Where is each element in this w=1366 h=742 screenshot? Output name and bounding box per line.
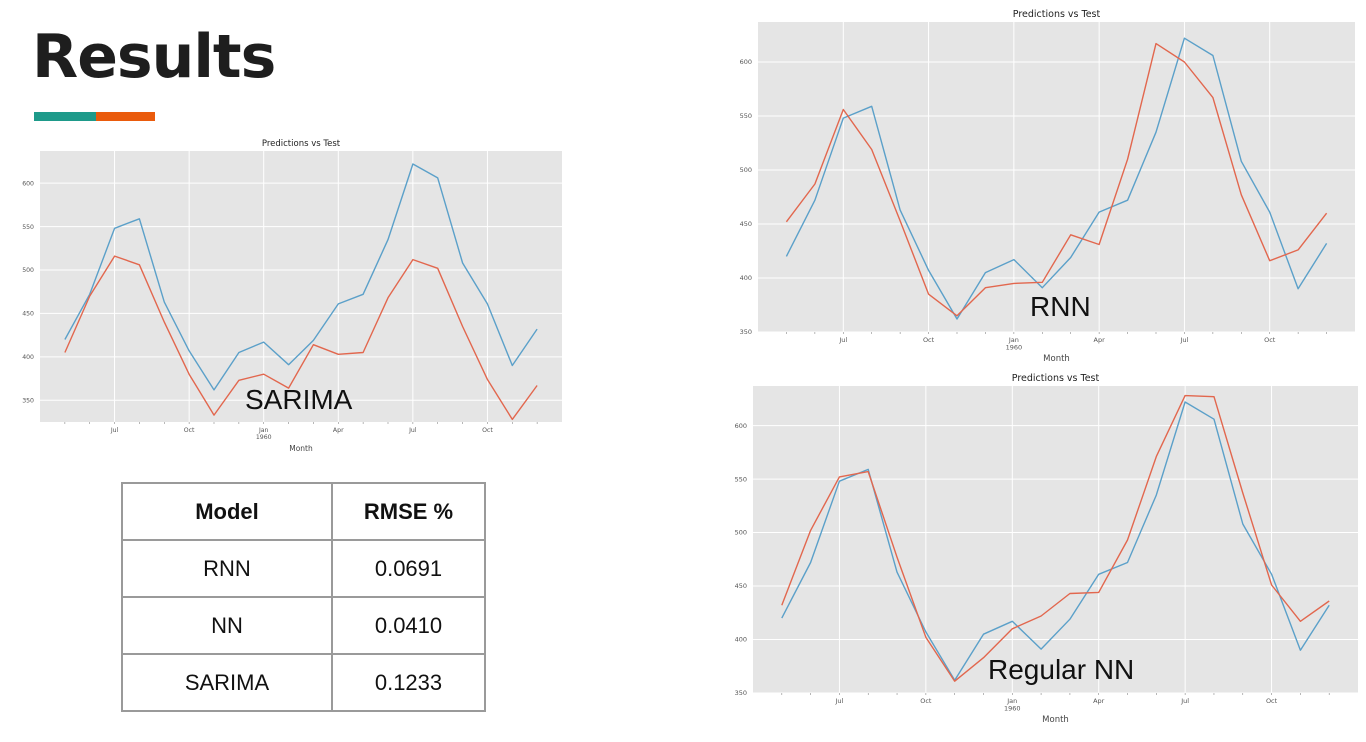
y-tick-label: 550: [740, 112, 752, 120]
nn-svg: 350 400 450 500 550 600 Jul Oct Jan 1960 Apr Jul Oct…: [735, 373, 1358, 725]
accent-bar-orange: [96, 112, 155, 121]
y-tick-label: 400: [735, 636, 747, 644]
x-tick-label: Oct: [184, 427, 195, 434]
y-tick-label: 550: [735, 475, 747, 483]
y-tick-label: 600: [22, 180, 34, 187]
x-tick-label: Apr: [1093, 697, 1105, 705]
chart-title: Predictions vs Test: [1013, 9, 1101, 20]
x-tick-label: Jan 1960: [1006, 336, 1023, 352]
x-axis-label: Month: [289, 444, 313, 453]
table-header-model: Model: [121, 482, 333, 541]
x-tick-label: Apr: [1094, 336, 1106, 344]
plot-area: [40, 151, 562, 422]
x-tick-label: Jul: [1180, 697, 1189, 705]
y-tick-label: 350: [740, 328, 752, 336]
y-tick-label: 450: [22, 311, 34, 318]
y-tick-label: 450: [735, 582, 747, 590]
y-tick-label: 500: [22, 267, 34, 274]
x-tick-label: Jul: [838, 336, 847, 344]
y-tick-label: 600: [740, 58, 752, 66]
sarima-chart: 350 400 450 500 550 600 Jul Oct Jan 1960 Apr Jul Oct…: [0, 134, 570, 454]
x-tick-label: Jul: [110, 427, 119, 434]
x-tick-label: Jul: [408, 427, 417, 434]
y-tick-label: 600: [735, 422, 747, 430]
series-line-predictions: [785, 42, 1328, 317]
x-tick-label: Apr: [333, 427, 344, 434]
rnn-chart: 350 400 450 500 550 600 Jul Oct Jan 1960 Apr Jul Oct…: [715, 4, 1366, 369]
x-tick-label: Oct: [923, 336, 935, 344]
y-tick-label: 350: [22, 397, 34, 404]
table-header-rmse: RMSE %: [331, 482, 486, 541]
sarima-overlay-label: SARIMA: [245, 384, 353, 415]
chart-title: Predictions vs Test: [262, 139, 341, 149]
x-axis-label: Month: [1042, 715, 1069, 725]
series-line-test: [64, 163, 538, 391]
table-cell-model: NN: [121, 596, 333, 655]
y-tick-label: 350: [735, 689, 747, 697]
x-tick-label: Oct: [920, 697, 932, 705]
x-tick-label: Oct: [482, 427, 493, 434]
chart-title: Predictions vs Test: [1012, 373, 1100, 384]
y-tick-label: 450: [740, 220, 752, 228]
y-tick-label: 400: [740, 274, 752, 282]
x-axis-label: Month: [1043, 354, 1070, 364]
table-cell-rmse: 0.0410: [331, 596, 486, 655]
nn-overlay-label: Regular NN: [988, 654, 1135, 685]
table-header-row: Model RMSE %: [121, 482, 486, 541]
x-tick-label: Jul: [1180, 336, 1189, 344]
x-tick-label: Jan 1960: [1004, 697, 1021, 713]
table-cell-model: SARIMA: [121, 653, 333, 712]
x-tick-label: Jan 1960: [256, 427, 272, 441]
nn-chart: 350 400 450 500 550 600 Jul Oct Jan 1960 Apr Jul Oct…: [715, 369, 1366, 734]
y-tick-label: 550: [22, 224, 34, 231]
x-tick-label: Oct: [1266, 697, 1278, 705]
table-row: RNN 0.0691: [121, 539, 486, 598]
table-cell-rmse: 0.0691: [331, 539, 486, 598]
y-tick-label: 500: [740, 166, 752, 174]
rnn-svg: 350 400 450 500 550 600 Jul Oct Jan 1960 Apr Jul Oct…: [740, 9, 1355, 364]
series-line-predictions: [64, 255, 538, 421]
plot-area: [753, 386, 1358, 693]
x-tick-label: Oct: [1264, 336, 1276, 344]
y-tick-label: 500: [735, 529, 747, 537]
slide-title: Results: [32, 22, 276, 92]
plot-area: [758, 22, 1355, 332]
table-row: NN 0.0410: [121, 596, 486, 655]
x-tick-label: Jul: [835, 697, 844, 705]
accent-bar-teal: [34, 112, 96, 121]
y-tick-label: 400: [22, 354, 34, 361]
rmse-table: Model RMSE % RNN 0.0691 NN 0.0410 SARIMA…: [121, 482, 486, 712]
table-cell-model: RNN: [121, 539, 333, 598]
table-cell-rmse: 0.1233: [331, 653, 486, 712]
series-line-predictions: [781, 394, 1330, 682]
sarima-svg: 350 400 450 500 550 600 Jul Oct Jan 1960 Apr Jul Oct…: [22, 139, 562, 453]
series-line-test: [785, 37, 1328, 320]
table-row: SARIMA 0.1233: [121, 653, 486, 712]
rnn-overlay-label: RNN: [1030, 291, 1091, 322]
